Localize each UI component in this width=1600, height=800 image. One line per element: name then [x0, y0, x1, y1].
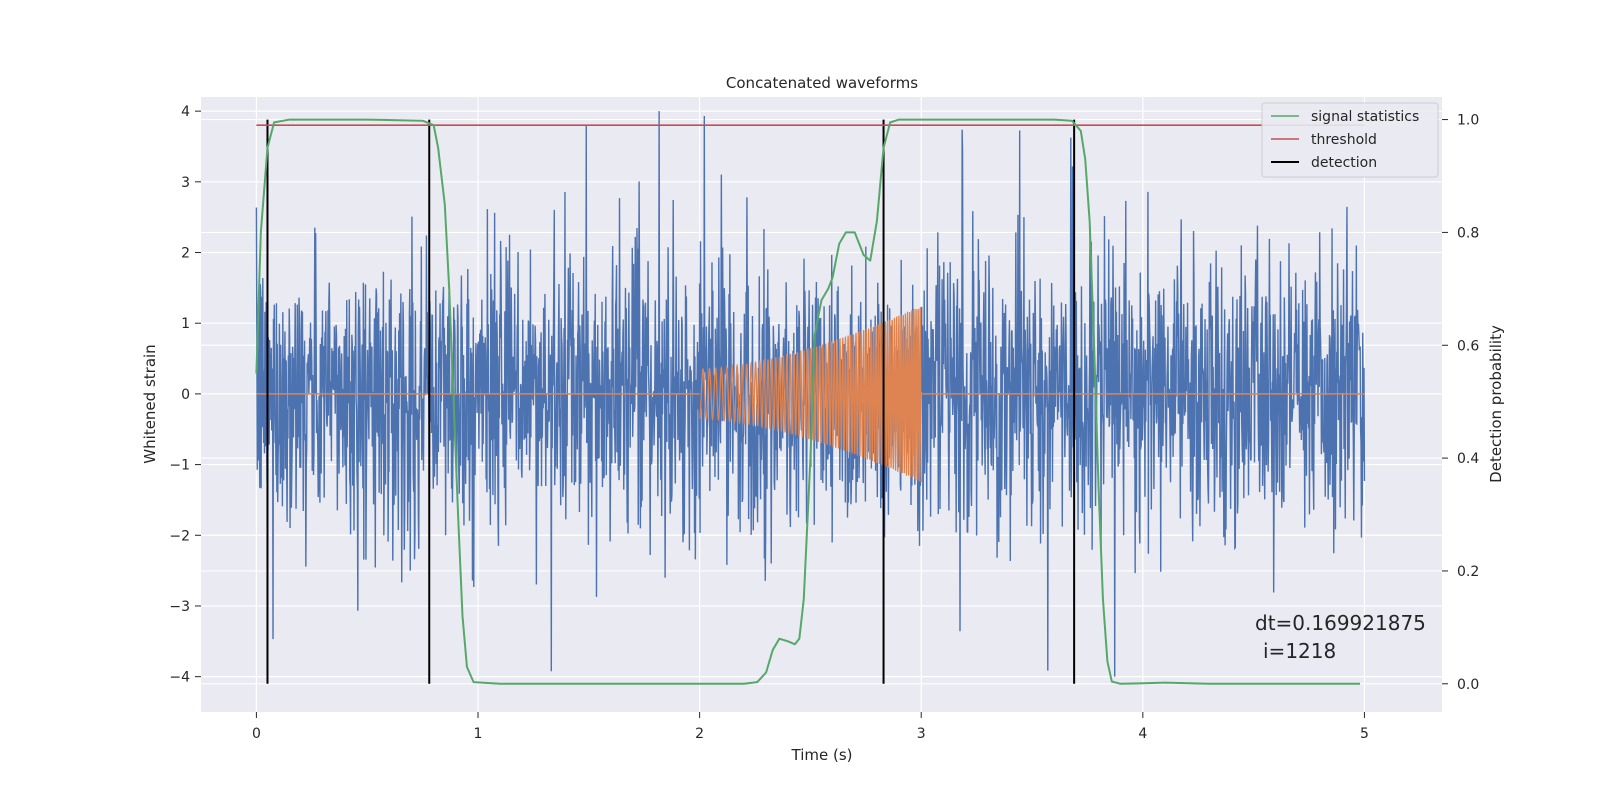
x-tick-label-5: 5 — [1360, 726, 1369, 742]
y2-tick-label-0: 0.0 — [1457, 677, 1479, 693]
y2-tick-label-2: 0.4 — [1457, 451, 1479, 467]
annotation-i: i=1218 — [1263, 639, 1336, 663]
legend-threshold: threshold — [1311, 132, 1377, 148]
x-tick-label-2: 2 — [695, 726, 704, 742]
x-axis-label: Time (s) — [791, 746, 853, 764]
x-tick-label-3: 3 — [917, 726, 926, 742]
legend-signal-statistics: signal statistics — [1311, 109, 1419, 125]
y-tick-label-1: −3 — [169, 599, 190, 615]
y2-axis-ticks: 0.0 0.2 0.4 0.6 0.8 1.0 — [1442, 113, 1479, 693]
legend: signal statistics threshold detection — [1261, 102, 1439, 178]
legend-box — [1261, 102, 1439, 178]
y2-axis-label: Detection probability — [1487, 325, 1505, 483]
legend-detection: detection — [1311, 155, 1377, 171]
x-tick-label-1: 1 — [474, 726, 483, 742]
y2-tick-label-1: 0.2 — [1457, 564, 1479, 580]
y-tick-label-6: 2 — [181, 246, 190, 262]
y-tick-label-2: −2 — [169, 528, 190, 544]
y-tick-label-8: 4 — [181, 104, 190, 120]
detection-series — [266, 119, 1076, 684]
y-tick-label-3: −1 — [169, 458, 190, 474]
y-tick-label-7: 3 — [181, 175, 190, 191]
y-axis-label: Whitened strain — [141, 344, 159, 463]
x-tick-label-0: 0 — [252, 726, 261, 742]
annotation-dt: dt=0.169921875 — [1255, 611, 1426, 635]
y-tick-label-0: −4 — [169, 670, 190, 686]
signal-statistics-line — [255, 118, 1361, 685]
signal-statistics-series — [255, 118, 1361, 685]
y-tick-label-4: 0 — [181, 387, 190, 403]
strain-series — [255, 111, 1366, 677]
y2-tick-label-3: 0.6 — [1457, 338, 1479, 354]
x-axis-ticks: 0 1 2 3 4 5 — [252, 712, 1369, 742]
y2-tick-label-4: 0.8 — [1457, 225, 1479, 241]
y2-tick-label-5: 1.0 — [1457, 113, 1479, 129]
strain-line — [255, 111, 1366, 677]
y-axis-ticks: −4 −3 −2 −1 0 1 2 3 4 — [169, 104, 201, 686]
x-tick-label-4: 4 — [1138, 726, 1147, 742]
chart-title: Concatenated waveforms — [726, 74, 918, 92]
y-tick-label-5: 1 — [181, 316, 190, 332]
